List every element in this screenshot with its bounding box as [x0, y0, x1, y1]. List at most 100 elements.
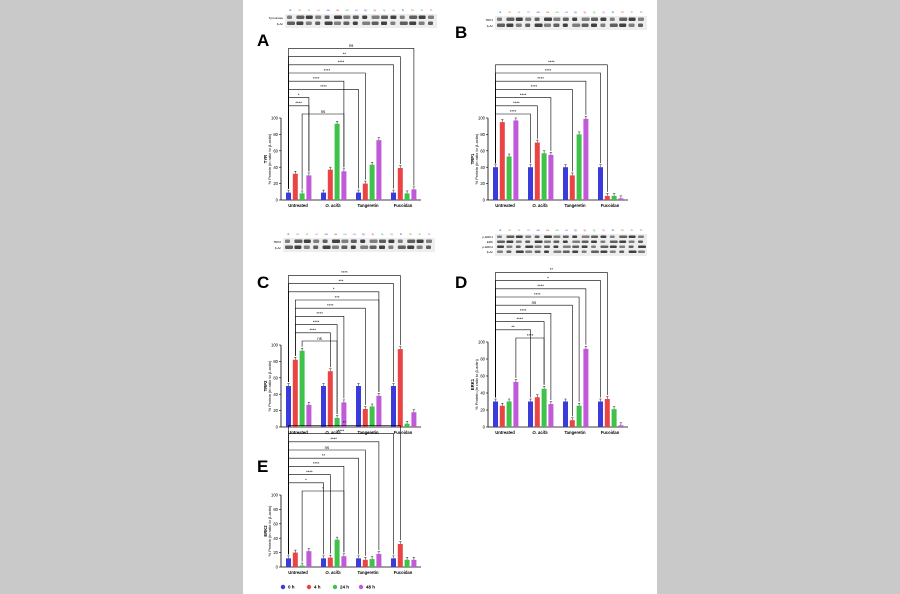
significance-label: **** [537, 76, 544, 81]
y-tick-label: 100 [271, 343, 279, 348]
western-blot: ut ut ut ut oa oa oa oa tg tg tg tg fu fu fu fu TRP2 β-Ac [273, 232, 435, 252]
western-blot: ut ut ut ut oa oa oa oa tg tg tg tg fu fu fu fu p-ERK1ER… [482, 228, 647, 256]
panel-letter: C [257, 273, 269, 292]
blot-band [296, 15, 305, 19]
y-tick-label: 0 [276, 565, 279, 570]
bar [321, 558, 326, 567]
blot-lane-label: ut [296, 232, 299, 236]
significance-bracket [288, 482, 324, 555]
x-category-label: Untreated [495, 430, 515, 435]
blot-band [506, 235, 515, 238]
significance-label: **** [531, 84, 538, 89]
significance-bracket [288, 48, 415, 189]
blot-row-label: TRP2 [273, 240, 281, 244]
significance-label: **** [313, 319, 320, 324]
y-tick-label: 60 [480, 148, 485, 153]
blot-band [591, 17, 598, 21]
bar [598, 167, 603, 200]
y-tick-label: 80 [273, 132, 278, 137]
blot-band [285, 239, 290, 243]
x-category-label: Fucoidan [601, 203, 620, 208]
bar [598, 401, 603, 427]
y-axis-label: % Protein (in ratio to β-actin) [474, 133, 479, 184]
legend-marker [280, 584, 286, 590]
blot-band [544, 250, 549, 253]
blot-band [544, 240, 551, 243]
bar [541, 153, 547, 200]
significance-label: **** [527, 333, 534, 338]
blot-band [525, 240, 531, 243]
bar [618, 425, 624, 427]
significance-bracket [288, 474, 331, 555]
bar [286, 192, 291, 200]
legend-label: 48 h [366, 585, 375, 590]
blot-band [303, 245, 310, 249]
blot-band [619, 250, 625, 253]
x-category-label: Tangeretin [357, 430, 379, 435]
blot-lane-label: fu [640, 10, 643, 14]
blot-band [418, 21, 425, 25]
blot-band [609, 245, 617, 248]
y-tick-label: 20 [273, 181, 278, 186]
significance-label: * [298, 92, 300, 97]
blot-band [371, 15, 380, 19]
x-category-label: O. acifa [532, 203, 548, 208]
bar [356, 192, 361, 200]
blot-lane-label: oa [546, 10, 550, 14]
x-category-label: O. acifa [325, 430, 341, 435]
blot-lane-label: fu [409, 232, 412, 236]
blot-lane-label: tg [362, 232, 365, 236]
bar [356, 386, 361, 427]
blot-lane-label: oa [343, 232, 347, 236]
blot-lane-label: tg [593, 10, 596, 14]
blot-band [600, 250, 608, 253]
significance-label: * [547, 275, 549, 280]
blot-band [305, 15, 313, 19]
y-tick-label: 80 [480, 132, 485, 137]
blot-band [352, 21, 358, 25]
blot-lane-label: ut [317, 8, 320, 12]
bar [286, 386, 291, 427]
significance-label: *** [339, 278, 344, 283]
bar [321, 192, 326, 200]
y-tick-label: 60 [480, 374, 485, 379]
blot-lane-label: ut [287, 232, 290, 236]
blot-band [397, 239, 403, 243]
y-tick-label: 40 [480, 391, 485, 396]
significance-bracket [495, 321, 545, 398]
blot-band [638, 235, 644, 238]
bar [404, 423, 410, 427]
blot-lane-label: tg [374, 8, 377, 12]
bar [362, 408, 368, 427]
x-category-label: Untreated [288, 203, 308, 208]
blot-band [534, 23, 543, 27]
blot-band [497, 245, 504, 248]
significance-label: **** [313, 461, 320, 466]
bar [528, 401, 533, 427]
significance-label: **** [513, 101, 520, 106]
legend-label: 0 h [288, 585, 295, 590]
blot-lane-label: oa [345, 8, 349, 12]
blot-band [591, 235, 598, 238]
blot-band [553, 17, 561, 21]
significance-label: **** [295, 101, 302, 106]
blot-lane-label: ut [527, 228, 530, 232]
y-tick-label: 0 [276, 198, 279, 203]
significance-label: **** [520, 308, 527, 313]
significance-bracket [495, 272, 608, 398]
y-tick-label: 40 [273, 392, 278, 397]
blot-band [313, 245, 319, 249]
blot-band [572, 235, 578, 238]
bar [376, 395, 382, 427]
blot-band [506, 17, 515, 21]
blot-lane-label: oa [555, 228, 559, 232]
blot-band [609, 235, 615, 238]
blot-band [600, 245, 609, 248]
blot-lane-label: ut [298, 8, 301, 12]
western-blot: ut ut ut ut oa oa oa oa tg tg tg tg fu fu fu fu Tyrosina… [268, 8, 437, 28]
panel-letter: B [455, 23, 467, 42]
x-category-label: O. acifa [532, 430, 548, 435]
blot-band [581, 17, 590, 21]
legend-label: 24 h [340, 585, 349, 590]
x-category-label: Untreated [495, 203, 515, 208]
